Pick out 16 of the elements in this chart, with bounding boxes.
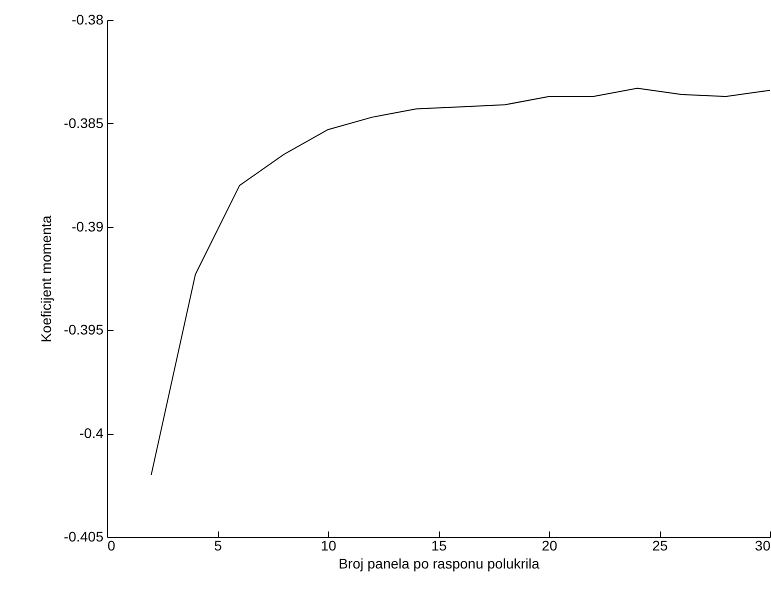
x-axis-title: Broj panela po rasponu polukrila [338, 556, 540, 572]
y-tick-label: -0.4 [79, 425, 104, 442]
x-tick-label: 10 [320, 538, 336, 554]
line-series [150, 88, 770, 476]
y-tick-label: -0.38 [72, 12, 104, 28]
y-tick-label: -0.39 [72, 218, 104, 234]
x-tick-label: 25 [652, 538, 668, 554]
x-tick-label: 0 [108, 538, 116, 554]
y-tick-label: -0.405 [64, 528, 104, 544]
x-tick-label: 30 [754, 538, 771, 554]
y-tick-label: -0.395 [64, 322, 104, 338]
y-axis-title: Koeficijent momenta [38, 215, 54, 342]
x-tick-label: 15 [431, 538, 447, 554]
x-tick-label: 5 [214, 538, 222, 554]
y-tick-label: -0.385 [64, 114, 104, 131]
x-tick-label: 20 [542, 538, 558, 554]
